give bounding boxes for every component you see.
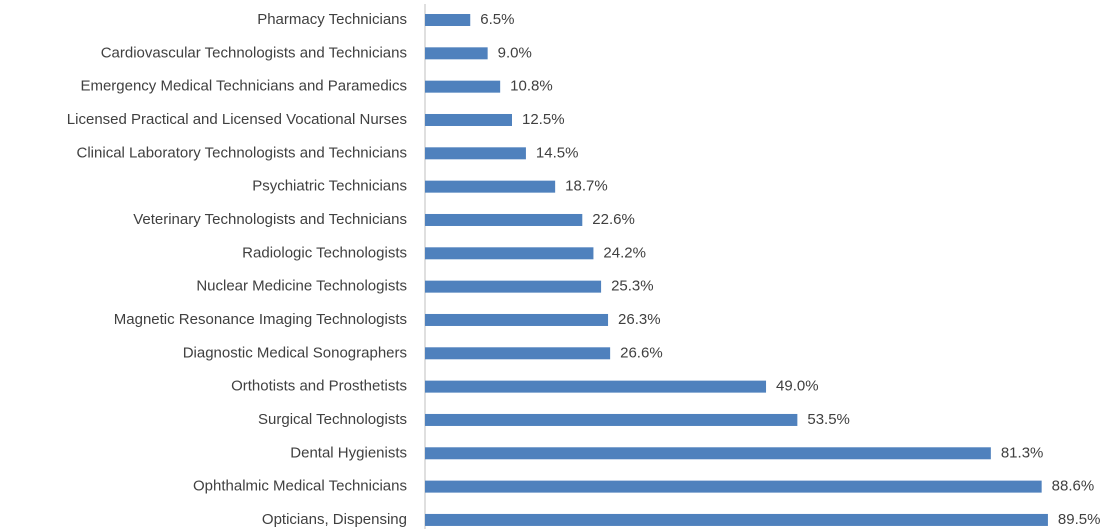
category-label: Ophthalmic Medical Technicians (193, 478, 407, 495)
bar (425, 280, 602, 293)
value-label: 25.3% (611, 278, 654, 295)
bar (425, 14, 471, 26)
bar (425, 413, 798, 426)
value-label: 18.7% (565, 178, 608, 195)
category-label: Veterinary Technologists and Technicians (133, 211, 407, 228)
category-label: Opticians, Dispensing (262, 511, 407, 528)
category-label: Psychiatric Technicians (252, 178, 407, 195)
category-label: Clinical Laboratory Technologists and Te… (77, 144, 407, 161)
category-label: Surgical Technologists (258, 411, 407, 428)
category-label: Licensed Practical and Licensed Vocation… (67, 111, 407, 128)
bar (425, 313, 609, 326)
category-label: Pharmacy Technicians (257, 11, 407, 28)
value-label: 53.5% (807, 411, 850, 428)
value-label: 22.6% (592, 211, 635, 228)
bar (425, 480, 1042, 493)
bar (425, 147, 526, 160)
bar (425, 347, 611, 360)
bar (425, 513, 1048, 526)
value-label: 81.3% (1001, 444, 1044, 461)
bar (425, 213, 583, 226)
bar (425, 447, 991, 460)
value-label: 49.0% (776, 378, 819, 395)
category-label: Magnetic Resonance Imaging Technologists (114, 311, 407, 328)
value-label: 24.2% (603, 244, 646, 261)
value-label: 14.5% (536, 144, 579, 161)
value-label: 9.0% (498, 44, 532, 61)
value-label: 89.5% (1058, 511, 1101, 528)
value-label: 26.6% (620, 344, 663, 361)
bar (425, 113, 512, 126)
value-label: 26.3% (618, 311, 661, 328)
category-label: Radiologic Technologists (242, 244, 407, 261)
bar (425, 80, 501, 93)
value-label: 10.8% (510, 78, 553, 95)
category-label: Emergency Medical Technicians and Parame… (80, 78, 407, 95)
category-label: Nuclear Medicine Technologists (196, 278, 407, 295)
bar (425, 47, 488, 60)
category-label: Dental Hygienists (290, 444, 407, 461)
bar (425, 247, 594, 260)
category-label: Diagnostic Medical Sonographers (183, 344, 407, 361)
bar (425, 180, 556, 193)
bar (425, 380, 767, 393)
value-label: 88.6% (1052, 478, 1095, 495)
value-label: 6.5% (480, 11, 514, 28)
value-label: 12.5% (522, 111, 565, 128)
category-label: Cardiovascular Technologists and Technic… (101, 44, 407, 61)
category-label: Orthotists and Prosthetists (231, 378, 407, 395)
